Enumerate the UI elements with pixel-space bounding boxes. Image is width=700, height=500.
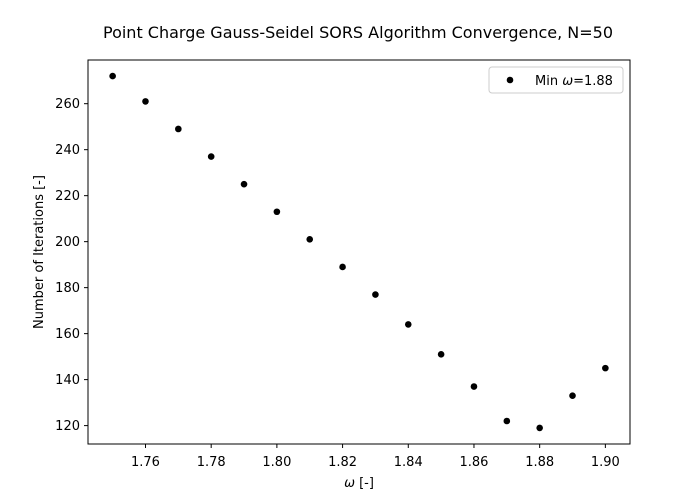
data-point	[503, 417, 511, 425]
data-point	[109, 72, 116, 80]
plot-area-frame	[87, 59, 631, 445]
data-point	[536, 424, 543, 432]
legend-label: Min ω=1.88	[535, 74, 613, 89]
y-axis-ticks: 120 140 160 180 200 220 240 260	[55, 97, 88, 434]
data-point	[142, 98, 149, 105]
y-tick-label: 120	[55, 419, 80, 434]
x-axis-label-symbol: ω	[344, 476, 355, 491]
y-tick-label: 160	[55, 327, 80, 342]
x-tick-label: 1.76	[131, 455, 160, 470]
data-point	[569, 392, 576, 400]
y-axis-label: Number of Iterations [-]	[32, 175, 47, 329]
y-tick-label: 200	[55, 235, 80, 250]
data-points	[109, 72, 609, 432]
data-point	[470, 383, 478, 390]
data-point	[273, 208, 281, 216]
legend-box	[488, 66, 624, 94]
x-tick-label: 1.86	[459, 455, 488, 470]
x-tick-label: 1.80	[262, 455, 291, 470]
chart-title: Point Charge Gauss-Seidel SORS Algorithm…	[103, 23, 613, 42]
legend-label-prefix: Min	[535, 74, 562, 89]
legend-marker	[506, 76, 514, 84]
legend-label-symbol: ω	[562, 74, 573, 89]
x-tick-label: 1.82	[328, 455, 357, 470]
data-point	[240, 180, 248, 188]
data-point	[437, 351, 445, 358]
data-point	[306, 236, 314, 243]
y-tick-label: 220	[55, 189, 80, 204]
data-point	[175, 125, 182, 133]
x-tick-label: 1.90	[591, 455, 620, 470]
y-tick-label: 140	[55, 373, 80, 388]
legend-label-suffix: =1.88	[573, 74, 613, 89]
x-tick-label: 1.88	[525, 455, 554, 470]
data-point	[207, 153, 215, 160]
x-axis-label: ω [-]	[344, 476, 374, 491]
data-point	[602, 364, 609, 372]
data-point	[404, 321, 412, 328]
y-tick-label: 180	[55, 281, 80, 296]
data-point	[372, 291, 379, 298]
x-axis-label-unit: [-]	[355, 476, 374, 491]
y-tick-label: 240	[55, 143, 80, 158]
y-tick-label: 260	[55, 97, 80, 112]
x-tick-label: 1.84	[394, 455, 423, 470]
x-axis-ticks: 1.76 1.78 1.80 1.82 1.84 1.86 1.88 1.90	[131, 444, 620, 470]
legend: Min ω=1.88	[488, 66, 624, 94]
data-point	[339, 263, 346, 271]
x-tick-label: 1.78	[197, 455, 226, 470]
